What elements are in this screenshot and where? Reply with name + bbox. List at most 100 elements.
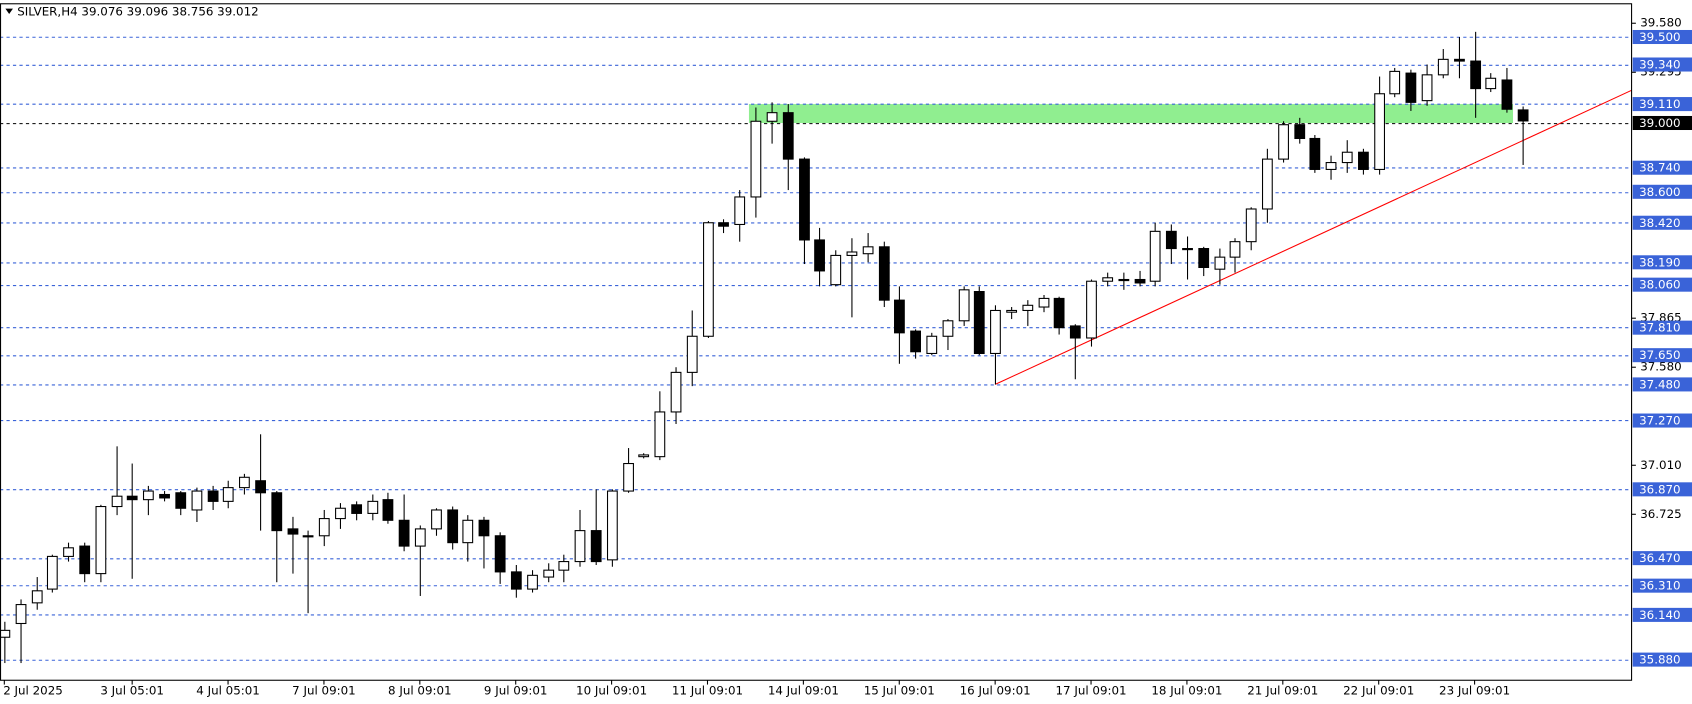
candle-body: [638, 454, 650, 458]
candle-body: [1294, 124, 1306, 140]
level-label-box: [1632, 215, 1692, 230]
candle-body: [142, 490, 154, 501]
candle-body: [95, 505, 107, 575]
level-label-box: [1632, 578, 1692, 593]
candle-body: [1022, 304, 1034, 312]
candle-body: [1149, 230, 1161, 282]
candle-body: [63, 547, 74, 557]
x-tick-label: 21 Jul 09:01: [1247, 684, 1318, 698]
candle-body: [654, 411, 666, 458]
menu-triangle: [5, 8, 13, 15]
candle-body: [1437, 58, 1449, 76]
candle-body: [686, 335, 698, 373]
candle-body: [398, 519, 410, 547]
candle-body: [1517, 109, 1529, 122]
candle-body: [862, 246, 874, 255]
candle-body: [0, 629, 11, 638]
level-label-box: [1632, 57, 1692, 72]
level-label: 39.110: [1639, 97, 1680, 111]
candle-body: [543, 569, 555, 578]
candle-body: [367, 500, 379, 514]
candle-body: [734, 196, 746, 226]
candle-body: [1006, 309, 1018, 313]
candle-body: [846, 251, 858, 256]
candle-body: [1118, 278, 1130, 282]
candle-body: [1470, 60, 1482, 90]
candle-body: [750, 120, 762, 198]
candle-body: [126, 495, 138, 501]
candle-body: [1229, 241, 1241, 258]
level-label-box: [1632, 482, 1692, 497]
candle-body: [1198, 248, 1210, 269]
candle-body: [222, 487, 234, 502]
candle-body: [239, 476, 250, 489]
level-label-box: [1632, 348, 1692, 363]
candle-body: [1421, 74, 1433, 102]
level-label: 35.880: [1639, 653, 1680, 667]
bid-label-box: [1632, 115, 1692, 131]
level-label-box: [1632, 413, 1692, 428]
candle-body: [159, 493, 170, 499]
candle-body: [623, 462, 634, 492]
level-label-box: [1632, 184, 1692, 199]
candle-body: [1134, 278, 1146, 284]
x-tick-label: 4 Jul 05:01: [196, 684, 260, 698]
candle-body: [1182, 248, 1193, 251]
candle-body: [1214, 256, 1226, 270]
level-label: 37.270: [1639, 414, 1680, 428]
level-label-box: [1632, 97, 1692, 112]
level-label: 39.340: [1639, 58, 1680, 72]
level-label: 38.420: [1639, 216, 1680, 230]
candle-body: [1038, 297, 1050, 308]
candle-body: [1309, 137, 1321, 170]
x-tick-label: 23 Jul 09:01: [1439, 684, 1510, 698]
x-tick-label: 18 Jul 09:01: [1151, 684, 1222, 698]
candle-body: [1261, 158, 1273, 210]
candle-body: [478, 519, 490, 537]
candle-body: [830, 254, 842, 286]
level-label: 38.190: [1639, 255, 1680, 269]
x-tick-label: 3 Jul 05:01: [100, 684, 164, 698]
candle-body: [318, 518, 330, 537]
candle-body: [351, 504, 363, 514]
candle-body: [79, 545, 91, 575]
candle-body: [1389, 70, 1401, 95]
level-label-box: [1632, 255, 1692, 270]
y-tick-label: 37.010: [1640, 458, 1681, 472]
candle-body: [1325, 162, 1337, 170]
candle-body: [878, 246, 890, 301]
candle-body: [942, 320, 954, 337]
candle-body: [1405, 72, 1417, 103]
candle-body: [31, 590, 43, 604]
candle-body: [1341, 151, 1353, 164]
x-tick-label: 10 Jul 09:01: [576, 684, 647, 698]
plot-border: [0, 3, 1633, 681]
candle-body: [718, 222, 729, 227]
candle-body: [494, 535, 506, 573]
bid-label: 39.000: [1639, 116, 1680, 130]
candle-body: [302, 535, 314, 538]
level-label: 38.060: [1639, 278, 1680, 292]
candle-body: [255, 480, 266, 494]
x-tick-label: 8 Jul 09:01: [388, 684, 452, 698]
candle-body: [558, 561, 570, 571]
level-label: 37.650: [1639, 348, 1680, 362]
x-tick-label: 11 Jul 09:01: [672, 684, 743, 698]
x-tick-label: 9 Jul 09:01: [484, 684, 548, 698]
level-label: 36.870: [1639, 482, 1680, 496]
level-label: 36.310: [1639, 579, 1680, 593]
candle-body: [462, 519, 474, 544]
candle-body: [670, 371, 682, 413]
candle-body: [111, 495, 123, 508]
x-tick-label: 7 Jul 09:01: [292, 684, 356, 698]
candle-body: [766, 112, 778, 122]
candle-body: [335, 507, 346, 520]
candle-body: [1374, 93, 1386, 170]
candle-body: [814, 239, 825, 272]
x-tick-label: 14 Jul 09:01: [768, 684, 839, 698]
x-tick-label: 15 Jul 09:01: [864, 684, 935, 698]
candle-body: [1086, 280, 1097, 339]
candle-body: [1053, 297, 1065, 329]
candle-body: [1485, 77, 1497, 90]
chart-title: SILVER,H4 39.076 39.096 38.756 39.012: [17, 4, 258, 18]
